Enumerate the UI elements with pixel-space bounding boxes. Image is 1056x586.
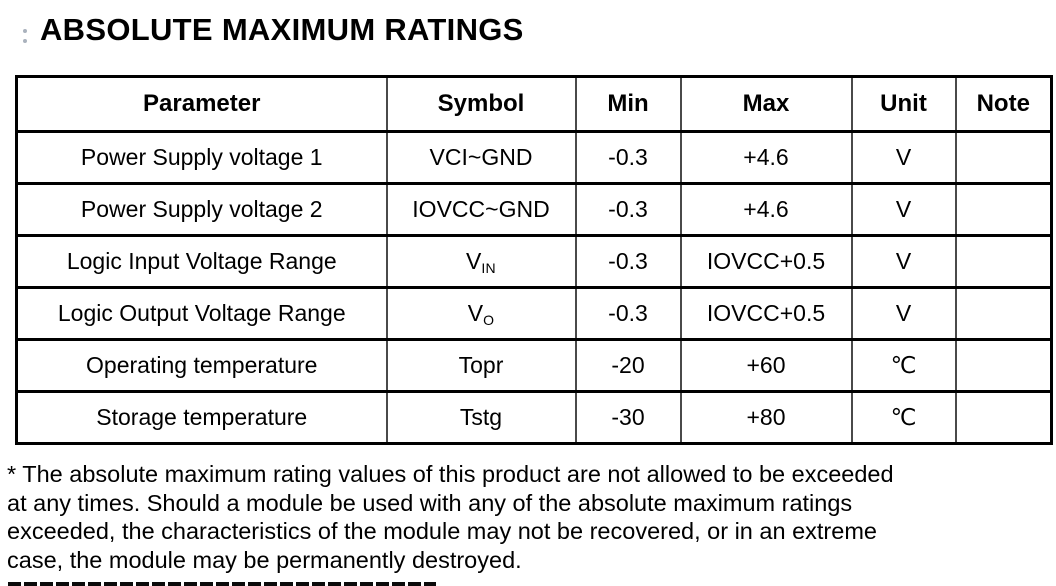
- table-row: Logic Output Voltage Range VO -0.3 IOVCC…: [15, 286, 1053, 341]
- page-title: ABSOLUTE MAXIMUM RATINGS: [40, 12, 524, 47]
- cell-max: IOVCC+0.5: [679, 234, 853, 289]
- cell-note: [954, 286, 1053, 341]
- cell-unit: ℃: [850, 338, 957, 393]
- cell-parameter: Operating temperature: [15, 338, 388, 393]
- cell-max: +60: [679, 338, 853, 393]
- cropped-next-line-artifact: [8, 582, 436, 586]
- col-header-parameter: Parameter: [15, 75, 388, 133]
- cell-unit: V: [850, 286, 957, 341]
- cell-symbol: VCI~GND: [385, 130, 577, 185]
- cell-unit: ℃: [850, 390, 957, 445]
- table-row: Power Supply voltage 1 VCI~GND -0.3 +4.6…: [15, 130, 1053, 185]
- cell-parameter: Logic Input Voltage Range: [15, 234, 388, 289]
- table-row: Storage temperature Tstg -30 +80 ℃: [15, 390, 1053, 445]
- footnote-line: at any times. Should a module be used wi…: [7, 489, 853, 516]
- col-header-max: Max: [679, 75, 853, 133]
- footnote-line: exceeded, the characteristics of the mod…: [7, 518, 877, 544]
- footnote-line: case, the module may be permanently dest…: [7, 546, 522, 573]
- cell-min: -0.3: [574, 286, 682, 341]
- table-row: Operating temperature Topr -20 +60 ℃: [15, 338, 1053, 393]
- cell-min: -30: [574, 390, 682, 445]
- cell-parameter: Logic Output Voltage Range: [15, 286, 388, 341]
- cell-min: -0.3: [574, 234, 682, 289]
- cell-unit: V: [850, 182, 957, 237]
- table-row: Logic Input Voltage Range VIN -0.3 IOVCC…: [15, 234, 1053, 289]
- col-header-unit: Unit: [850, 75, 957, 133]
- cell-max: IOVCC+0.5: [679, 286, 853, 341]
- cell-symbol: VO: [385, 286, 577, 341]
- cell-unit: V: [850, 234, 957, 289]
- cell-min: -0.3: [574, 130, 682, 185]
- cell-max: +4.6: [679, 130, 853, 185]
- cell-note: [954, 338, 1053, 393]
- cell-symbol: VIN: [385, 234, 577, 289]
- cell-note: [954, 234, 1053, 289]
- table-row: Power Supply voltage 2 IOVCC~GND -0.3 +4…: [15, 182, 1053, 237]
- caret-artifact: [23, 29, 27, 43]
- footnote-line: * The absolute maximum rating values of …: [7, 461, 894, 487]
- cell-unit: V: [850, 130, 957, 185]
- absolute-maximum-ratings-table: Parameter Symbol Min Max Unit Note Power…: [15, 75, 1053, 445]
- table-header-row: Parameter Symbol Min Max Unit Note: [15, 75, 1053, 133]
- footnote: * The absolute maximum rating values of …: [7, 460, 894, 574]
- cell-parameter: Storage temperature: [15, 390, 388, 445]
- cell-note: [954, 390, 1053, 445]
- cell-note: [954, 182, 1053, 237]
- cell-note: [954, 130, 1053, 185]
- cell-max: +4.6: [679, 182, 853, 237]
- cell-min: -20: [574, 338, 682, 393]
- cell-max: +80: [679, 390, 853, 445]
- col-header-note: Note: [954, 75, 1053, 133]
- col-header-symbol: Symbol: [385, 75, 577, 133]
- cell-min: -0.3: [574, 182, 682, 237]
- cell-symbol: IOVCC~GND: [385, 182, 577, 237]
- cell-symbol: Tstg: [385, 390, 577, 445]
- cell-symbol: Topr: [385, 338, 577, 393]
- cell-parameter: Power Supply voltage 2: [15, 182, 388, 237]
- cell-parameter: Power Supply voltage 1: [15, 130, 388, 185]
- col-header-min: Min: [574, 75, 682, 133]
